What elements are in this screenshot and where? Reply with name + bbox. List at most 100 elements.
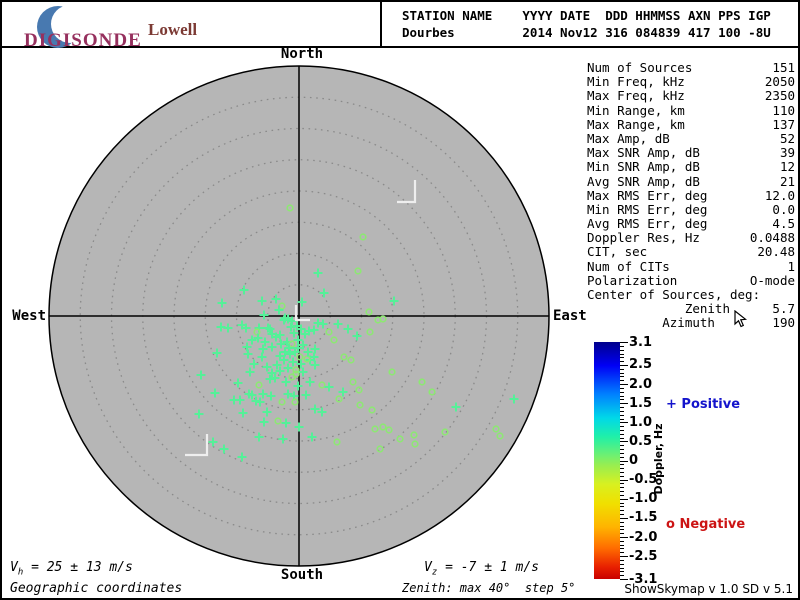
colorbar-minor-tick [620,491,624,493]
colorbar-minor-tick [620,559,624,561]
stat-row: Max Amp, dB 52 [587,130,795,146]
header-divider [380,2,382,48]
source-positive [259,310,269,320]
source-positive [266,391,276,401]
source-negative [365,308,373,316]
stat-label: Min Freq, kHz [587,74,685,90]
mouse-cursor [734,310,748,328]
source-negative [255,381,263,389]
source-positive [274,305,284,315]
source-positive [238,408,248,418]
stat-row: Max Freq, kHz 2350 [587,89,795,103]
colorbar-minor-tick [620,510,624,512]
colorbar-minor-tick [620,372,624,374]
source-negative [418,378,426,386]
source-positive [318,319,328,329]
stat-label: Zenith [587,301,730,317]
source-positive [196,370,206,380]
crescent-logo-icon [37,5,89,48]
stat-label: Min SNR Amp, dB [587,159,700,175]
colorbar-minor-tick [620,525,624,527]
stat-label: Min RMS Err, deg [587,201,708,217]
source-positive [389,296,399,306]
stat-label: Center of Sources, deg: [587,287,761,302]
stat-value: 137 [772,116,795,132]
source-negative [368,406,376,414]
colorbar-minor-tick [620,506,624,508]
stat-value: 4.5 [772,216,795,232]
source-positive [257,352,267,362]
colorbar-major-tick [620,460,628,462]
colorbar-major-tick [620,422,628,424]
source-positive [270,373,280,383]
stat-label: Num of Sources [587,60,693,75]
colorbar-minor-tick [620,437,624,439]
source-positive [247,390,257,400]
doppler-colorbar [594,342,620,579]
colorbar-major-tick [620,403,628,405]
source-positive [338,387,348,397]
colorbar-minor-tick [620,445,624,447]
colorbar-minor-tick [620,521,624,523]
stat-label: Max Freq, kHz [587,88,685,104]
stat-row: Center of Sources, deg: [587,287,795,302]
source-positive [324,382,334,392]
source-negative [292,370,300,378]
source-negative [340,353,348,361]
stat-value: 0.0488 [749,230,795,246]
colorbar-major-tick [620,441,628,443]
source-positive [229,395,239,405]
stat-row: Min Range, km 110 [587,103,795,118]
stat-value: 2350 [764,88,795,104]
source-positive [509,394,519,404]
lowell-digisonde-logo: Lowell DIGISONDE [6,4,376,51]
source-positive [279,315,289,325]
source-positive [275,366,285,376]
source-positive [303,347,313,357]
colorbar-major-tick [620,556,628,558]
stat-row: Min RMS Err, deg 0.0 [587,201,795,217]
colorbar-tick-label: -2.5 [629,548,658,564]
coordinate-system-label: Geographic coordinates [10,581,183,596]
stat-value: 2050 [764,74,795,90]
source-positive [217,298,227,308]
source-positive [275,330,285,340]
source-positive [293,335,303,345]
source-positive [309,325,319,335]
colorbar-minor-tick [620,357,624,359]
colorbar-minor-tick [620,395,624,397]
source-negative [292,366,300,374]
stat-label: Max RMS Err, deg [587,187,708,203]
stat-value: 12 [779,159,795,175]
source-positive [333,319,343,329]
stat-value: 52 [779,130,795,146]
stat-row: Num of Sources 151 [587,60,795,75]
source-positive [260,337,270,347]
zenith-scale-note: Zenith: max 40° step 5° [402,581,576,595]
source-negative [356,401,364,409]
colorbar-minor-tick [620,468,624,470]
colorbar-minor-tick [620,368,624,370]
horizontal-velocity-readout: Vh = 25 ± 13 m/s [10,560,133,578]
stat-label: Num of CITs [587,258,670,274]
source-positive [313,268,323,278]
source-negative [278,398,286,406]
source-negative [411,440,419,448]
white-corner-mark [185,434,209,457]
stat-row: Min SNR Amp, dB 12 [587,160,795,174]
colorbar-major-tick [620,364,628,366]
station-header: STATION NAME YYYY DATE DDD HHMMSS AXN PP… [402,7,771,41]
colorbar-tick-label: -2.0 [629,529,658,545]
source-negative [496,432,504,440]
colorbar-minor-tick [620,475,624,477]
colorbar-minor-tick [620,418,624,420]
source-positive [267,342,277,352]
source-positive [451,402,461,412]
source-negative [355,386,363,394]
stat-label: Avg RMS Err, deg [587,216,708,232]
colorbar-minor-tick [620,452,624,454]
stat-row: Avg SNR Amp, dB 21 [587,174,795,189]
colorbar-minor-tick [620,429,624,431]
source-positive [276,339,286,349]
header-columns: STATION NAME YYYY DATE DDD HHMMSS AXN PP… [402,8,771,23]
